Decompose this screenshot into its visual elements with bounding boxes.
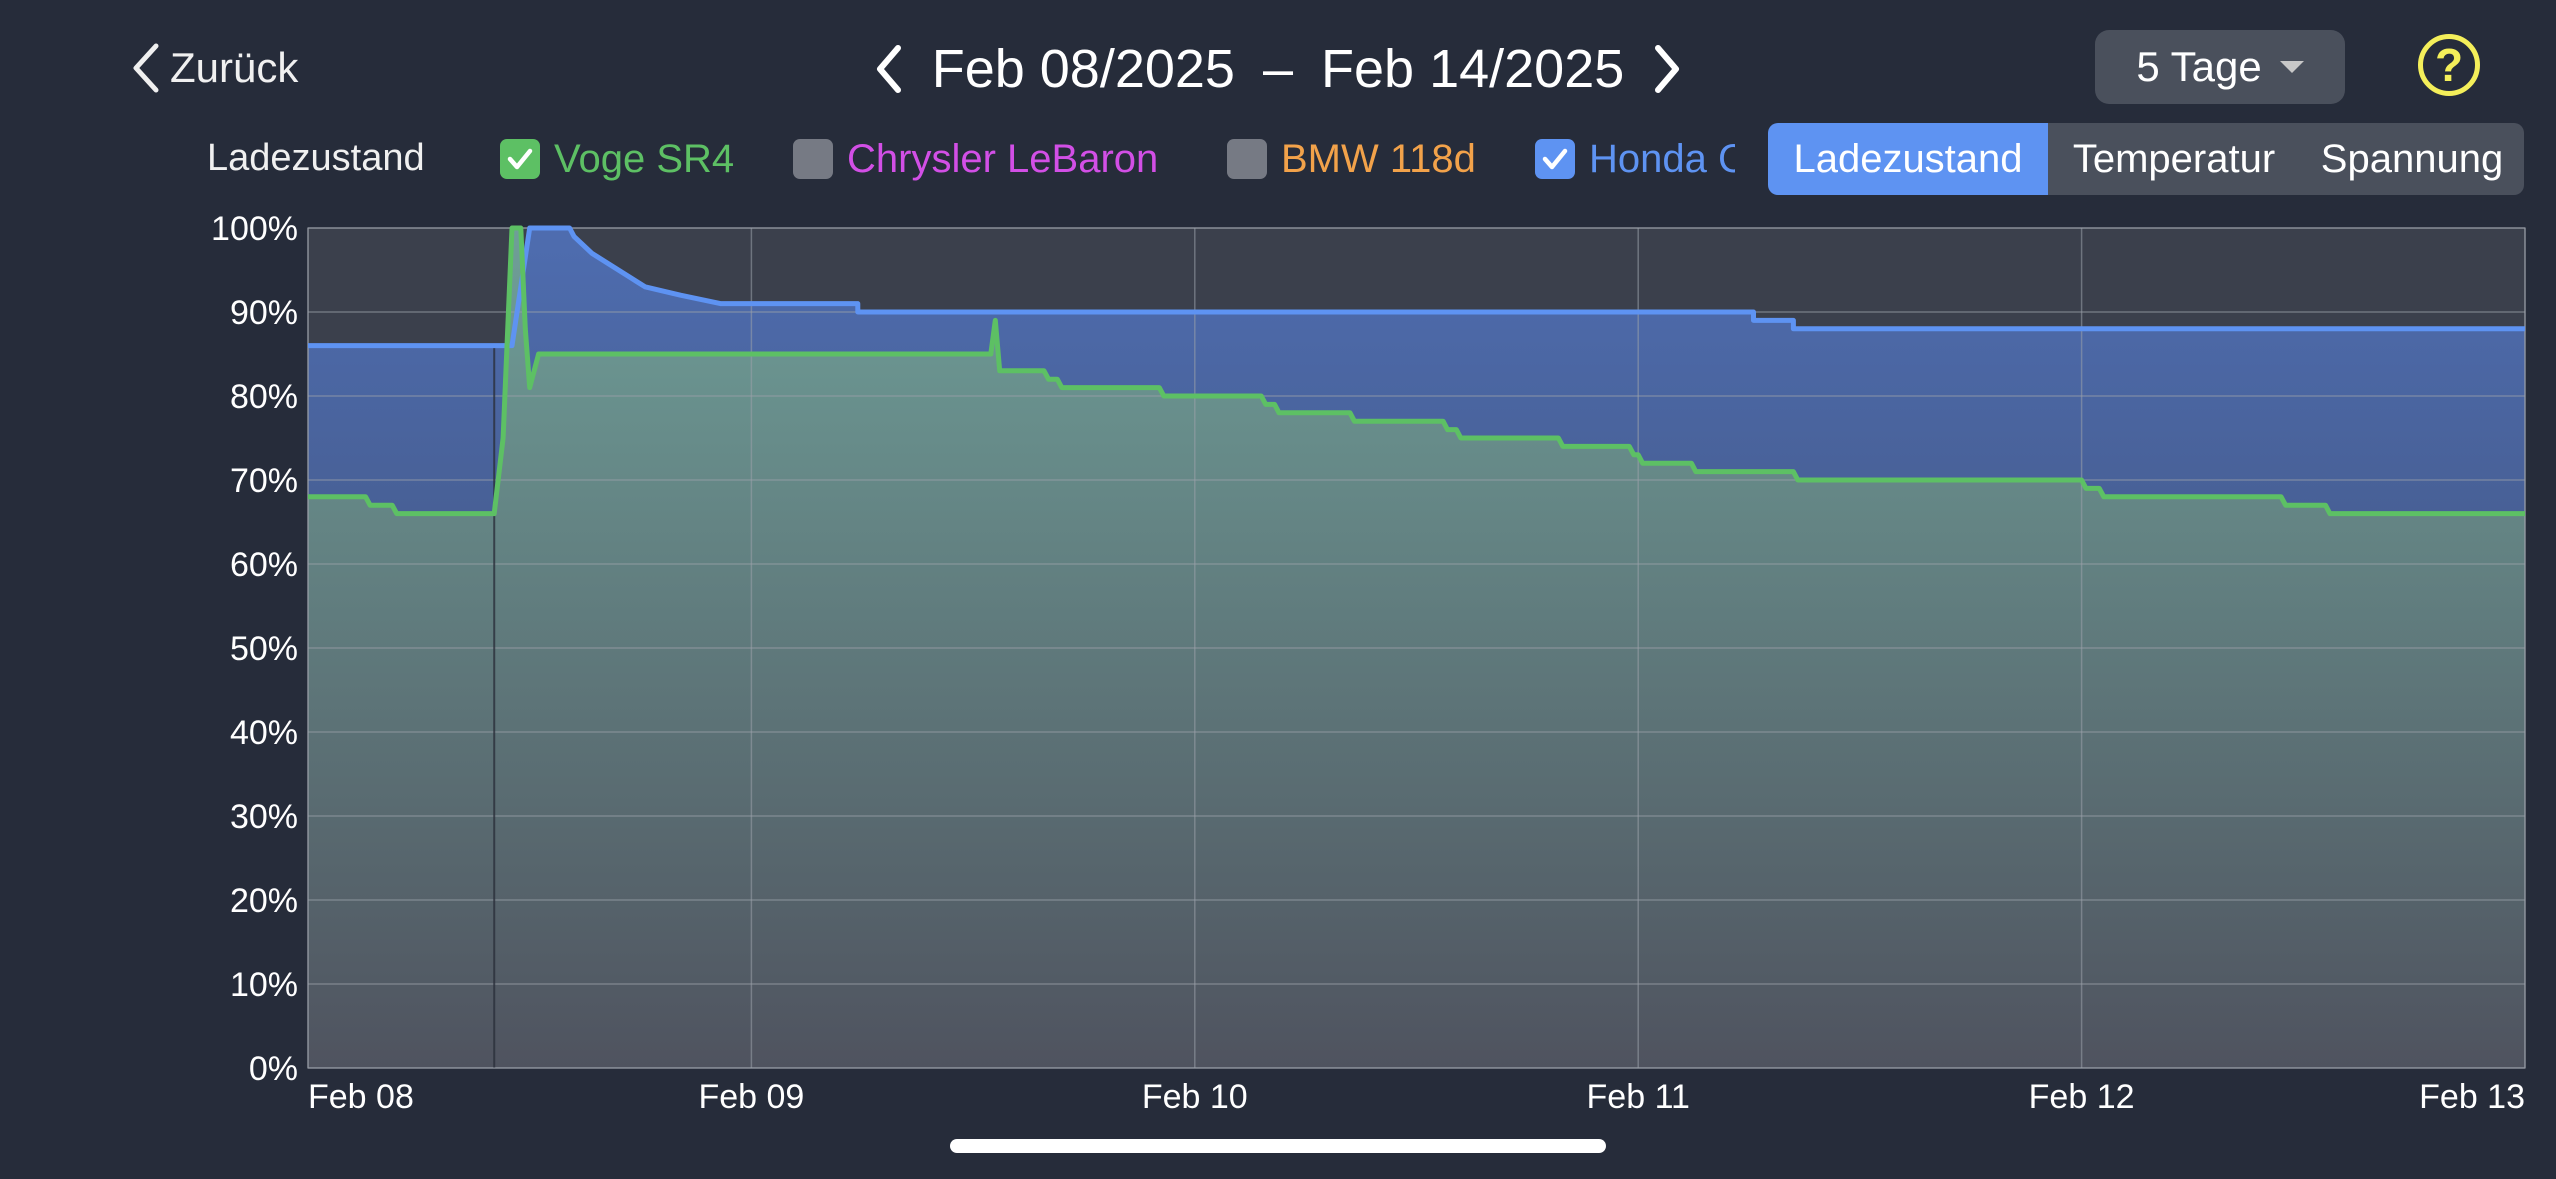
home-indicator [950,1139,1606,1153]
date-from: Feb 08/2025 [931,39,1235,99]
checkmark-icon [1542,148,1568,170]
x-tick-label: Feb 08 [308,1078,414,1116]
x-tick-label: Feb 09 [698,1078,804,1116]
series-line [308,225,2525,349]
tab-temperatur[interactable]: Temperatur [2048,123,2300,195]
period-dropdown[interactable]: 5 Tage [2095,30,2345,104]
y-tick-label: 70% [230,462,298,500]
date-to: Feb 14/2025 [1321,39,1625,99]
date-separator: – [1262,39,1294,99]
caret-down-icon [2279,61,2304,73]
chevron-left-icon [876,45,901,93]
vehicle-name: Honda C [1589,136,1735,181]
y-tick-label: 10% [230,966,298,1004]
checkbox[interactable] [500,139,540,179]
checkbox[interactable] [1227,139,1267,179]
tab-spannung[interactable]: Spannung [2300,123,2524,195]
help-button[interactable]: ? [2418,34,2480,96]
vehicle-toggle-voge[interactable]: Voge SR4 [500,136,734,182]
y-tick-label: 0% [249,1050,298,1088]
y-tick-label: 20% [230,882,298,920]
chevron-left-icon [133,43,159,93]
x-tick-label: Feb 12 [2029,1078,2135,1116]
checkbox[interactable] [1535,139,1575,179]
back-label: Zurück [170,44,299,91]
vehicle-name: Chrysler LeBaron [847,136,1159,181]
vehicle-name: BMW 118d [1281,136,1476,181]
date-range: Feb 08/2025 – Feb 14/2025 [0,30,2556,108]
y-tick-label: 100% [211,210,298,248]
x-tick-label: Feb 10 [1142,1078,1248,1116]
plot-border [307,227,2526,1069]
y-tick-label: 60% [230,546,298,584]
tab-ladezustand[interactable]: Ladezustand [1768,123,2048,195]
vehicle-toggle-chrysler[interactable]: Chrysler LeBaron [793,136,1158,182]
y-tick-label: 80% [230,378,298,416]
checkbox[interactable] [793,139,833,179]
x-tick-label: Feb 13 [2419,1078,2525,1116]
question-mark-icon: ? [2434,39,2464,91]
period-label: 5 Tage [2136,43,2262,90]
next-range-button[interactable] [1624,44,1710,94]
series-line [308,225,2525,517]
back-button[interactable]: Zurück [128,38,298,98]
x-tick-label: Feb 11 [1587,1078,1690,1116]
y-tick-label: 90% [230,294,298,332]
y-tick-label: 40% [230,714,298,752]
legend-title: Ladezustand [207,136,425,179]
y-tick-label: 50% [230,630,298,668]
y-tick-label: 30% [230,798,298,836]
checkmark-icon [507,148,533,170]
chevron-right-icon [1655,45,1680,93]
previous-range-button[interactable] [846,44,932,94]
vehicle-name: Voge SR4 [554,136,735,181]
vehicle-toggle-honda[interactable]: Honda C [1535,136,1735,182]
vehicle-toggle-bmw[interactable]: BMW 118d [1227,136,1476,182]
metric-segmented-control: Ladezustand Temperatur Spannung [1768,123,2524,195]
